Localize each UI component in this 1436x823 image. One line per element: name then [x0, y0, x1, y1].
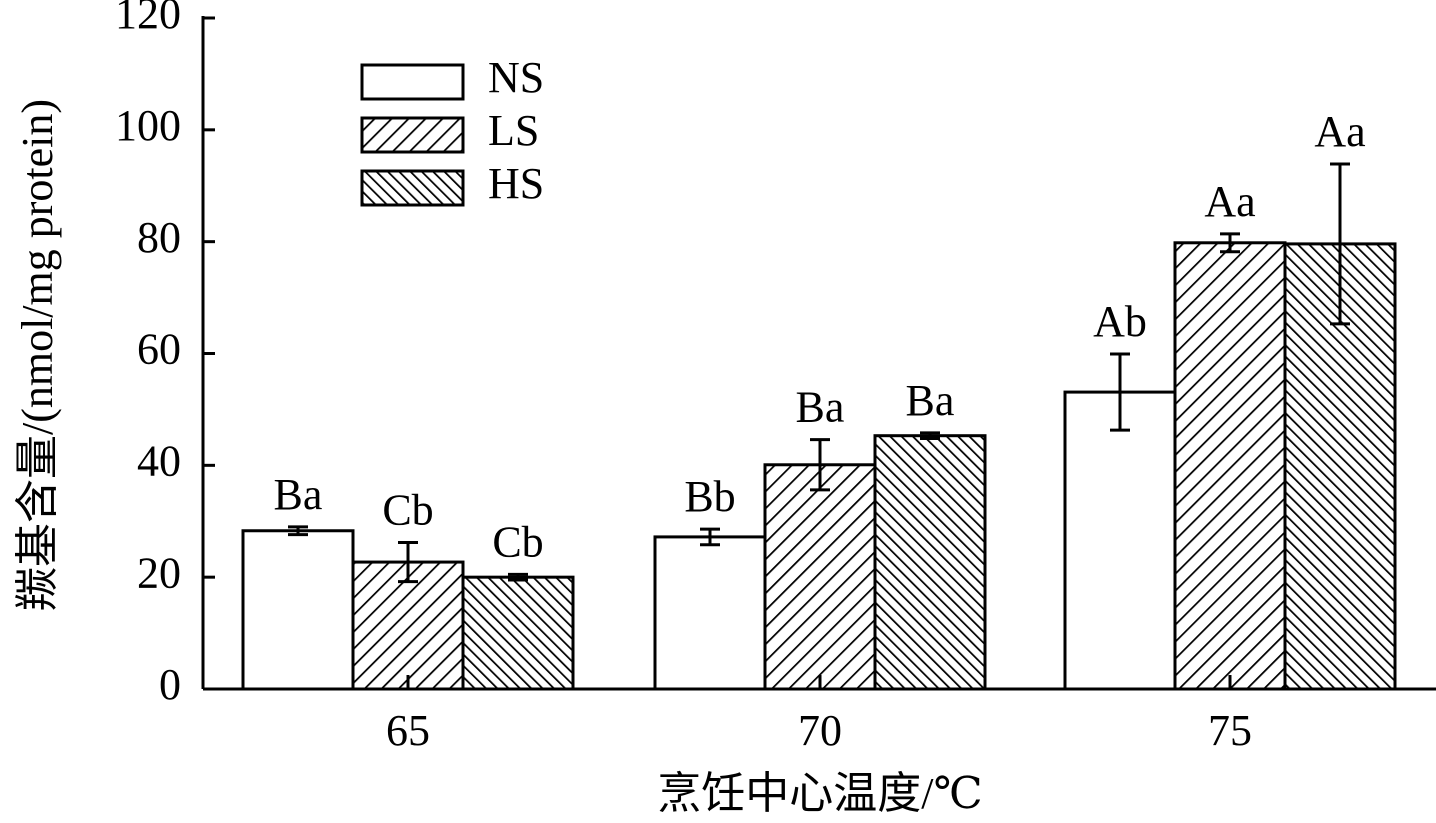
y-tick-label: 60 — [137, 325, 181, 374]
legend-label: NS — [488, 53, 544, 102]
bar — [653, 535, 767, 691]
legend-swatch — [360, 63, 465, 101]
y-tick-label: 100 — [115, 101, 181, 150]
legend-label: LS — [488, 106, 539, 155]
legend-label: HS — [488, 159, 544, 208]
x-axis-label: 烹饪中心温度/℃ — [657, 769, 982, 818]
legend-swatch — [360, 116, 465, 154]
bar — [461, 575, 575, 691]
significance-label: Aa — [1314, 107, 1365, 156]
y-tick-label: 80 — [137, 213, 181, 262]
legend-swatch — [360, 169, 465, 207]
y-tick-label: 120 — [115, 0, 181, 38]
bar — [1173, 241, 1287, 691]
significance-label: Ba — [906, 376, 955, 425]
significance-label: Ba — [796, 383, 845, 432]
y-axis-label: 羰基含量/(nmol/mg protein) — [13, 99, 62, 611]
bar — [351, 560, 465, 691]
bar — [873, 434, 987, 691]
x-tick-label: 65 — [386, 706, 430, 755]
y-tick-label: 20 — [137, 548, 181, 597]
significance-label: Ba — [274, 470, 323, 519]
significance-label: Aa — [1204, 177, 1255, 226]
y-tick-label: 40 — [137, 436, 181, 485]
bar — [763, 463, 877, 691]
significance-label: Cb — [382, 486, 433, 535]
x-tick-label: 70 — [798, 706, 842, 755]
significance-label: Cb — [492, 517, 543, 566]
y-tick-label: 0 — [159, 660, 181, 709]
bar — [241, 529, 355, 691]
x-tick-label: 75 — [1208, 706, 1252, 755]
significance-label: Ab — [1093, 297, 1147, 346]
significance-label: Bb — [684, 472, 735, 521]
bar — [1063, 390, 1177, 691]
